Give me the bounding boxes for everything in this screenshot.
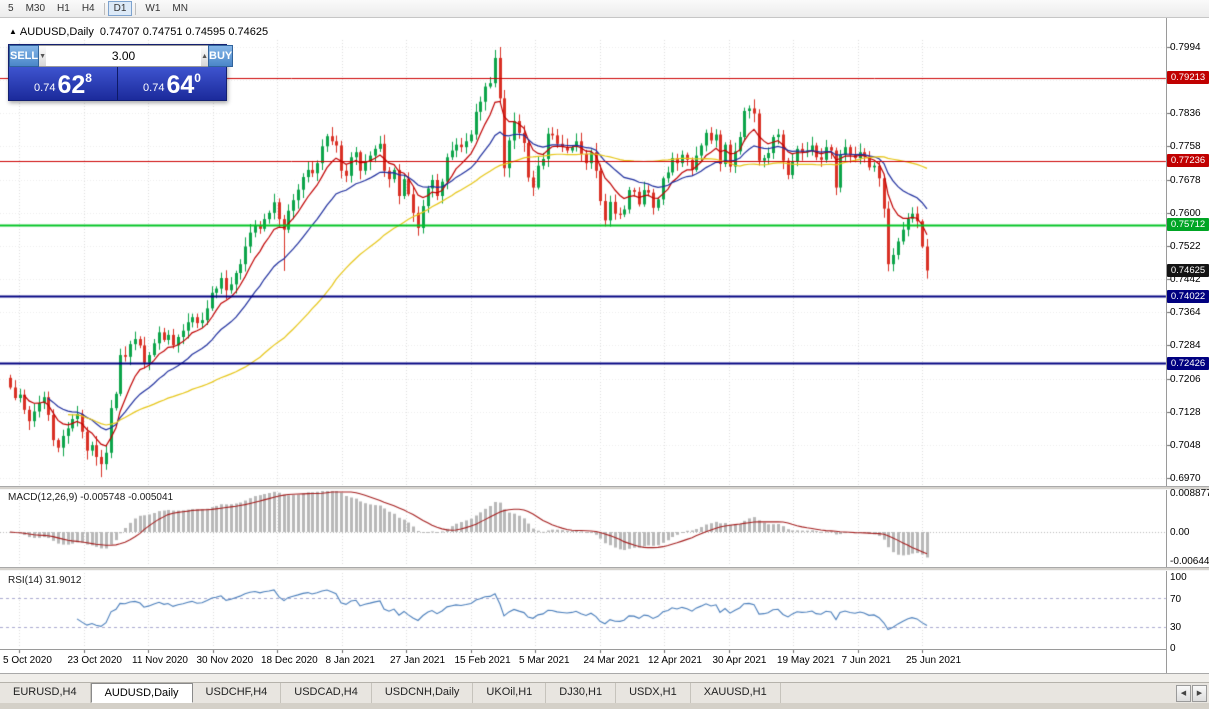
- buy-price-pipette: 0: [194, 71, 201, 85]
- price-level-badge: 0.79213: [1167, 71, 1209, 85]
- date-label: 7 Jun 2021: [841, 655, 892, 666]
- toolbar-separator: [135, 2, 137, 15]
- toolbar-separator: [103, 2, 105, 15]
- date-label: 8 Jan 2021: [325, 655, 376, 666]
- sell-price-big-digits: 62: [57, 71, 86, 99]
- price-axis-separator: [1166, 18, 1167, 673]
- date-label: 19 May 2021: [777, 655, 835, 666]
- chevron-down-icon: ▼: [39, 52, 47, 60]
- tab-audusd-daily[interactable]: AUDUSD,Daily: [90, 683, 193, 703]
- date-label: 24 Mar 2021: [583, 655, 640, 666]
- date-label: 5 Oct 2020: [3, 655, 52, 666]
- date-label: 12 Apr 2021: [648, 655, 702, 666]
- price-tick-label: 0.6970: [1170, 472, 1201, 484]
- sell-price-prefix: 0.74: [34, 82, 56, 94]
- rsi-header: RSI(14) 31.9012: [8, 575, 82, 586]
- tab-ukoil-h1[interactable]: UKOil,H1: [473, 683, 547, 703]
- chart-tab-bar: EURUSD,H4 AUDUSD,Daily USDCHF,H4 USDCAD,H4 U…: [0, 682, 1209, 703]
- price-tick-label: 0.7600: [1170, 207, 1201, 219]
- date-label: 15 Feb 2021: [454, 655, 511, 666]
- timeframe-d1[interactable]: D1: [107, 1, 133, 16]
- price-level-badge: 0.75712: [1167, 218, 1209, 232]
- date-label: 5 Mar 2021: [519, 655, 570, 666]
- date-label: 27 Jan 2021: [390, 655, 446, 666]
- date-label: 30 Nov 2020: [196, 655, 254, 666]
- tabs-scroll-left-button[interactable]: ◀: [1176, 684, 1191, 702]
- current-price-badge: 0.74625: [1167, 264, 1209, 278]
- tab-usdx-h1[interactable]: USDX,H1: [616, 683, 691, 703]
- price-tick-label: 0.7522: [1170, 240, 1201, 252]
- chevron-up-icon: ▲: [201, 52, 208, 60]
- timeframe-5[interactable]: 5: [2, 1, 20, 16]
- rsi-axis-label: 0: [1170, 643, 1176, 654]
- tabs-scroll-right-button[interactable]: ▶: [1192, 684, 1207, 702]
- price-tick-label: 0.7678: [1170, 174, 1201, 186]
- timeframe-h1[interactable]: H1: [51, 1, 76, 16]
- chart-bottom-band: [0, 673, 1209, 682]
- price-tick-label: 0.7994: [1170, 42, 1201, 53]
- tab-usdcnh-daily[interactable]: USDCNH,Daily: [372, 683, 474, 703]
- price-level-badge: 0.74022: [1167, 289, 1209, 303]
- macd-header: MACD(12,26,9) -0.005748 -0.005041: [8, 492, 174, 503]
- rsi-axis-label: 30: [1170, 622, 1182, 633]
- tab-eurusd-h4[interactable]: EURUSD,H4: [0, 683, 91, 703]
- chart-ohlc-values: 0.74707 0.74751 0.74595 0.74625: [99, 26, 269, 38]
- price-tick-label: 0.7442: [1170, 274, 1201, 286]
- timeframe-mn[interactable]: MN: [166, 1, 194, 16]
- price-tick-label: 0.7758: [1170, 141, 1201, 153]
- volume-input[interactable]: [46, 45, 202, 67]
- tab-usdchf-h4[interactable]: USDCHF,H4: [193, 683, 282, 703]
- sell-price-pipette: 8: [85, 71, 92, 85]
- tab-dj30-h1[interactable]: DJ30,H1: [546, 683, 617, 703]
- tab-xauusd-h1[interactable]: XAUUSD,H1: [691, 683, 781, 703]
- rsi-axis-label: 70: [1170, 594, 1182, 605]
- macd-axis-label: 0.00: [1170, 527, 1190, 538]
- date-label: 11 Nov 2020: [132, 655, 188, 666]
- trade-panel-top-row: SELL ▼ ▲ BUY: [9, 45, 234, 67]
- sell-button[interactable]: SELL: [9, 45, 40, 67]
- pane-divider[interactable]: [0, 486, 1209, 490]
- tabs-scroll-buttons: ◀ ▶: [1176, 683, 1209, 703]
- buy-price-big-digits: 64: [166, 71, 195, 99]
- volume-increase-button[interactable]: ▲: [201, 45, 208, 67]
- price-tick-label: 0.7128: [1170, 406, 1201, 418]
- timeframe-w1[interactable]: W1: [139, 1, 166, 16]
- buy-button[interactable]: BUY: [208, 45, 234, 67]
- pane-divider[interactable]: [0, 567, 1209, 571]
- price-tick-label: 0.7206: [1170, 373, 1201, 385]
- date-label: 25 Jun 2021: [906, 655, 962, 666]
- sell-price-button[interactable]: 0.74 62 8: [9, 67, 118, 100]
- buy-price-button[interactable]: 0.74 64 0: [118, 67, 226, 100]
- timeframe-toolbar: 5 M30 H1 H4 D1 W1 MN: [0, 0, 1209, 18]
- price-tick-label: 0.7284: [1170, 340, 1201, 352]
- tab-usdcad-h4[interactable]: USDCAD,H4: [281, 683, 372, 703]
- price-tick-label: 0.7364: [1170, 307, 1201, 319]
- trade-panel-price-row: 0.74 62 8 0.74 64 0: [9, 67, 226, 100]
- chart-header: ▲ AUDUSD,Daily 0.74707 0.74751 0.74595 0.7…: [9, 26, 268, 38]
- macd-axis-label: 0.008877: [1170, 488, 1209, 499]
- timeframe-m30[interactable]: M30: [20, 1, 51, 16]
- timeframe-h4[interactable]: H4: [76, 1, 101, 16]
- date-label: 18 Dec 2020: [261, 655, 318, 666]
- time-axis-border: [0, 649, 1166, 650]
- date-label: 23 Oct 2020: [67, 655, 122, 666]
- symbol-marker-icon: ▲: [9, 27, 17, 36]
- price-level-badge: 0.77236: [1167, 154, 1209, 168]
- date-label: 30 Apr 2021: [712, 655, 767, 666]
- buy-price-prefix: 0.74: [143, 82, 165, 94]
- price-level-badge: 0.72426: [1167, 356, 1209, 370]
- price-tick-label: 0.7836: [1170, 108, 1201, 120]
- status-strip: [0, 703, 1209, 709]
- rsi-axis-label: 100: [1170, 572, 1187, 583]
- volume-decrease-button[interactable]: ▼: [39, 45, 47, 67]
- macd-axis-label: -0.006445: [1170, 556, 1209, 567]
- chart-symbol: AUDUSD,Daily: [19, 26, 94, 38]
- price-tick-label: 0.7048: [1170, 439, 1201, 451]
